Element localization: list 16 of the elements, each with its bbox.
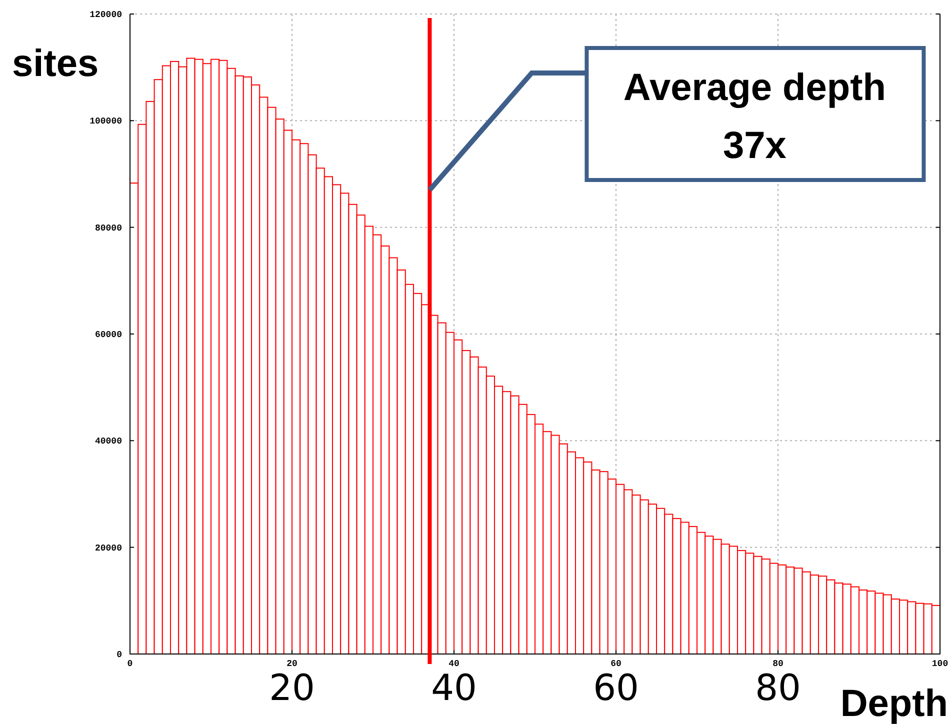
- x-axis-title: Depth: [840, 683, 948, 724]
- y-tick-label: 80000: [94, 223, 122, 234]
- x-tick-label: 40: [448, 659, 460, 669]
- annotation: Average depth 37x: [623, 67, 886, 167]
- y-tick-label: 0: [116, 650, 122, 660]
- y-tick-label: 100000: [90, 116, 122, 127]
- y-tick-label: 40000: [94, 436, 122, 447]
- x-tick-label: 60: [610, 659, 622, 669]
- x-tick-label: 20: [286, 659, 298, 669]
- y-tick-label: 60000: [94, 330, 122, 340]
- y-axis-title: sites: [12, 43, 99, 85]
- x-tick-label: 80: [772, 659, 784, 669]
- y-tick-label: 20000: [94, 543, 122, 554]
- x-tick-label: 0: [127, 659, 133, 669]
- x-tick-label: 100: [932, 659, 948, 669]
- y-tick-label: 120000: [90, 10, 122, 20]
